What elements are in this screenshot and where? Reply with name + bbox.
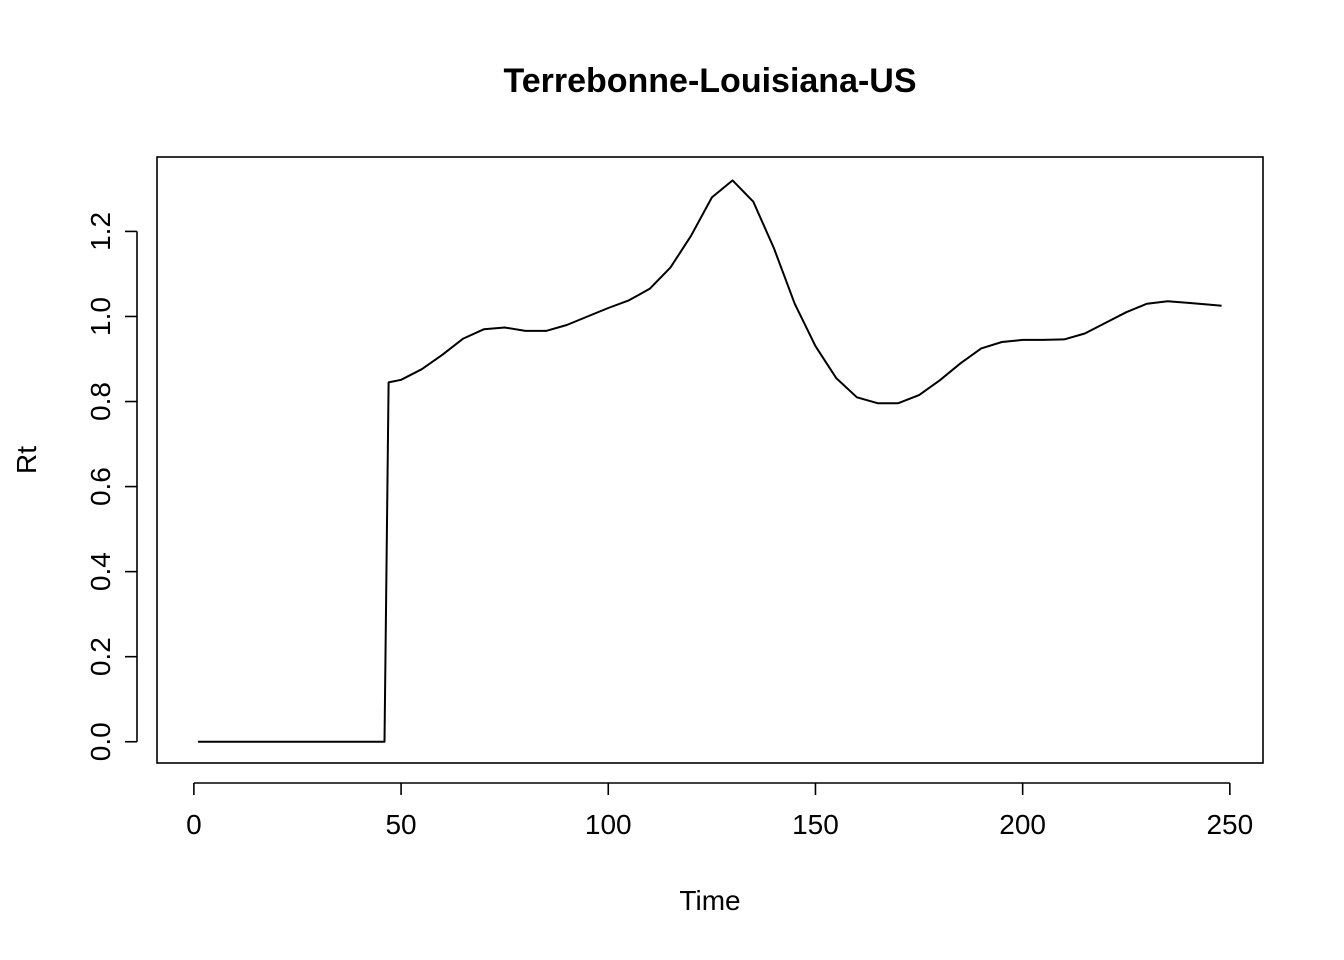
series-group — [198, 179, 1222, 743]
y-tick-label: 0.0 — [85, 722, 116, 761]
x-tick-label: 250 — [1206, 809, 1253, 840]
x-tick-label: 200 — [999, 809, 1046, 840]
chart-title: Terrebonne-Louisiana-US — [503, 62, 916, 100]
y-tick-label: 1.0 — [85, 297, 116, 336]
plot-frame — [156, 156, 1264, 764]
x-tick-label: 50 — [385, 809, 416, 840]
y-tick-label: 1.2 — [85, 212, 116, 251]
y-tick-label: 0.8 — [85, 382, 116, 421]
x-tick-label: 100 — [585, 809, 632, 840]
y-tick-label: 0.6 — [85, 467, 116, 506]
y-axis: 0.0 0.2 0.4 0.6 0.8 1.0 1.2 — [85, 212, 138, 761]
x-axis-label: Time — [679, 885, 740, 916]
x-axis: 0 50 100 150 200 250 — [186, 782, 1253, 840]
series-line — [198, 179, 1222, 743]
y-tick-label: 0.2 — [85, 637, 116, 676]
x-tick-label: 0 — [186, 809, 202, 840]
y-axis-label: Rt — [11, 446, 42, 474]
y-tick-label: 0.4 — [85, 552, 116, 591]
x-tick-label: 150 — [792, 809, 839, 840]
